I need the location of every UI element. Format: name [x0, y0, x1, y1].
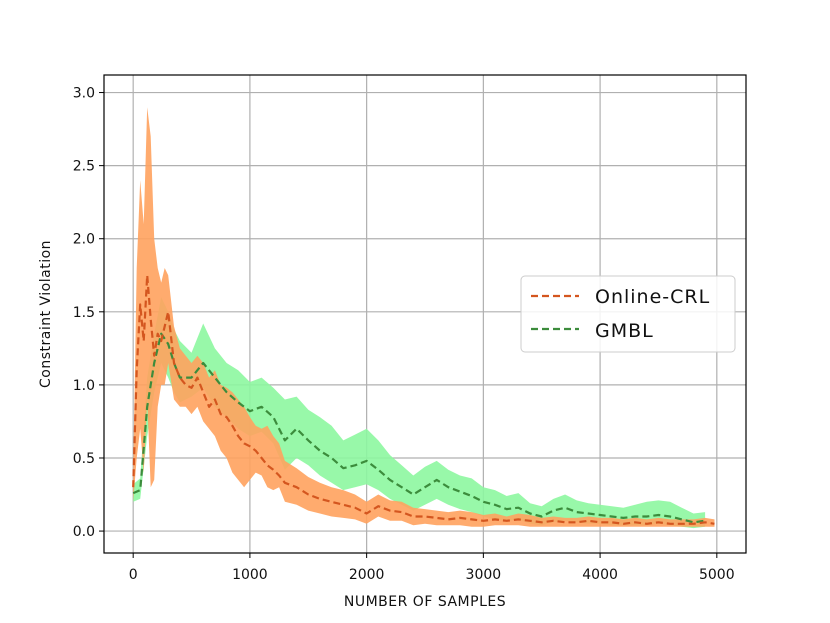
x-tick-label: 2000	[349, 567, 385, 583]
x-tick-label: 4000	[582, 567, 618, 583]
y-tick-label: 2.0	[73, 232, 95, 248]
ticks: 0 1000 2000 3000 4000 5000 0.0 0.5 1.0 1.5 2.0 2.5 3…	[73, 86, 735, 583]
confidence-bands	[133, 107, 715, 529]
legend-box	[520, 275, 736, 353]
band-gmbl	[133, 297, 706, 529]
x-axis-label: NUMBER OF SAMPLES	[344, 594, 506, 610]
y-tick-label: 1.5	[73, 305, 95, 321]
series-lines	[132, 274, 715, 525]
plot-frame	[103, 74, 747, 554]
x-tick-label: 5000	[699, 567, 735, 583]
line-gmbl	[132, 332, 706, 524]
y-tick-label: 3.0	[73, 86, 95, 102]
line-online-crl	[132, 274, 715, 525]
legend-label-gmbl: GMBL	[595, 320, 654, 342]
y-tick-label: 0.5	[73, 451, 95, 467]
x-tick-label: 0	[129, 567, 138, 583]
y-axis-label: Constraint Violation	[38, 240, 54, 388]
y-tick-label: 1.0	[73, 378, 95, 394]
y-tick-label: 2.5	[73, 159, 95, 175]
x-tick-label: 3000	[466, 567, 502, 583]
y-tick-label: 0.0	[73, 524, 95, 540]
legend-label-online-crl: Online-CRL	[595, 286, 710, 308]
x-tick-label: 1000	[232, 567, 268, 583]
legend: Online-CRL GMBL	[520, 275, 736, 353]
